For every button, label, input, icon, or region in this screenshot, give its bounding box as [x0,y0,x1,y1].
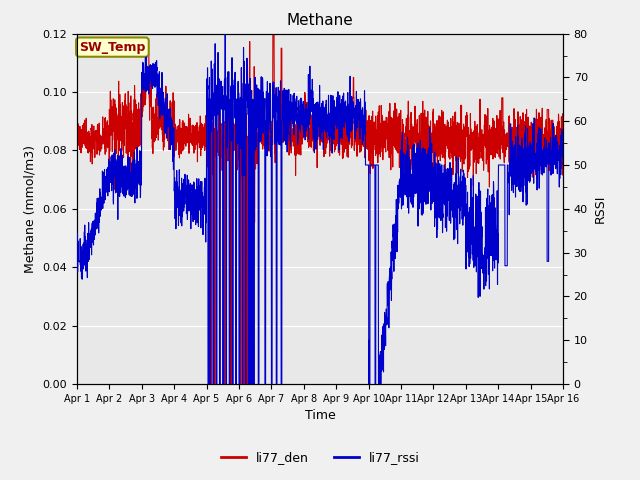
Title: Methane: Methane [287,13,353,28]
Legend: li77_den, li77_rssi: li77_den, li77_rssi [216,446,424,469]
X-axis label: Time: Time [305,409,335,422]
Y-axis label: RSSI: RSSI [593,194,606,223]
Y-axis label: Methane (mmol/m3): Methane (mmol/m3) [24,145,36,273]
Text: SW_Temp: SW_Temp [79,41,146,54]
